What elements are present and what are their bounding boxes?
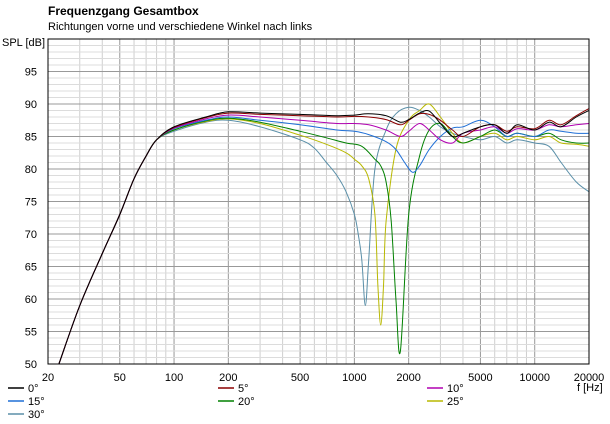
y-tick-label: 90 (25, 99, 37, 111)
grid (48, 39, 589, 364)
legend-entry-label: 20° (238, 396, 255, 408)
legend-entry-label: 5° (238, 383, 249, 395)
x-axis-label: f [Hz] (577, 382, 603, 394)
legend-entry-label: 10° (447, 383, 464, 395)
x-tick-label: 50 (114, 372, 126, 384)
y-tick-label: 75 (25, 197, 37, 209)
y-tick-labels: 50 55 60 65 70 75 80 85 90 95 (25, 67, 37, 372)
legend-entry-label: 30° (28, 409, 45, 421)
y-axis-label: SPL [dB] (2, 37, 46, 49)
y-tick-label: 60 (25, 294, 37, 306)
y-tick-label: 65 (25, 262, 37, 274)
y-tick-label: 85 (25, 132, 37, 144)
x-tick-label: 20 (42, 372, 54, 384)
chart-title: Frequenzgang Gesamtbox (48, 4, 199, 18)
legend-entry-label: 15° (28, 396, 45, 408)
x-tick-label: 2000 (396, 372, 420, 384)
legend: 0° 5° 10° 15° 20° 25° 30° (8, 383, 464, 421)
curves (58, 103, 589, 364)
series-line-0deg (58, 110, 589, 364)
chart-subtitle: Richtungen vorne und verschiedene Winkel… (48, 21, 313, 33)
y-tick-label: 50 (25, 359, 37, 371)
legend-entry-label: 0° (28, 383, 39, 395)
x-tick-label: 10000 (519, 372, 550, 384)
series-line-5deg (58, 108, 589, 364)
series-line-20deg (58, 117, 589, 364)
y-tick-label: 70 (25, 229, 37, 241)
y-tick-label: 95 (25, 67, 37, 79)
x-tick-label: 100 (165, 372, 183, 384)
legend-entry-label: 25° (447, 396, 464, 408)
series-line-10deg (58, 114, 589, 364)
x-tick-label: 1000 (342, 372, 366, 384)
y-tick-label: 55 (25, 327, 37, 339)
x-tick-label: 500 (291, 372, 309, 384)
x-tick-label: 20000 (574, 372, 605, 384)
x-tick-labels: 20 50 100 200 500 1000 2000 5000 10000 20000 (42, 372, 604, 384)
plot-frame (47, 38, 590, 365)
x-tick-label: 200 (219, 372, 237, 384)
y-tick-label: 80 (25, 164, 37, 176)
x-tick-label: 5000 (468, 372, 492, 384)
